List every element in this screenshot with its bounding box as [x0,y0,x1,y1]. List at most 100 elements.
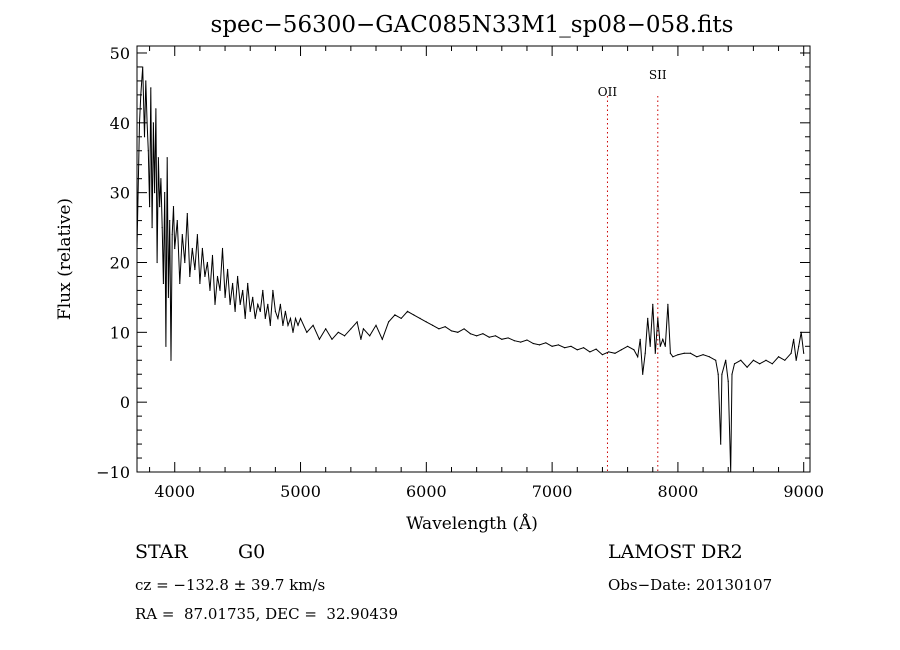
redshift-readout: cz = −132.8 ± 39.7 km/s [135,576,326,594]
spectrum-point [229,303,231,305]
spectrum-point [138,122,141,124]
y-axis-label: Flux (relative) [55,198,75,320]
spectrum-point [157,157,159,159]
spectrum-point [174,247,176,250]
spectrum-point [669,352,671,354]
spectrum-point [259,310,261,312]
y-tick-label: 10 [110,323,130,342]
spectrum-point [759,363,761,365]
spectrum-point [232,282,234,285]
spectrum-point [730,471,732,473]
spectrum-point [252,296,254,299]
spectrum-point [463,328,465,330]
spectrum-point [156,261,158,264]
spectrum-point [564,347,566,349]
spectrum-point [160,178,162,180]
spectrum-point [274,310,276,312]
spectrum-point [171,233,173,236]
spectrum-point [394,314,396,316]
spectrum-point [279,303,282,305]
spectrum-point [626,345,629,347]
spectrum-point [652,303,654,305]
spectrum-point [649,345,651,347]
spectrum-point [292,331,294,333]
spectrum-point [172,206,175,208]
spectrum-point [654,352,656,354]
spectrum-point [277,317,279,319]
chart-title: spec−56300−GAC085N33M1_sp08−058.fits [211,12,734,38]
spectrum-point [482,333,484,335]
spectrum-point [289,317,292,319]
spectrum-point [356,321,358,323]
spectrum-point [620,349,622,351]
spectrum-point [771,363,773,365]
spectrum-point [179,282,181,285]
spectrum-point [520,341,522,343]
spectrum-point [595,348,597,350]
spectrum-point [244,317,246,319]
spectrum-point [582,347,585,349]
x-tick-label: 9000 [783,482,824,501]
spectrum-point [752,359,754,361]
plot-frame [136,45,811,473]
spectrum-point [589,351,591,353]
spectrum-point [381,338,383,340]
spectrum-point [476,335,478,337]
spectrum-point [672,356,674,358]
survey-label: LAMOST DR2 [608,541,743,563]
spectrum-point [400,317,402,319]
spectrum-point [186,213,188,215]
spectrum-point [247,282,249,285]
spectrum-point [444,326,446,328]
spectrum-point [746,366,748,368]
spectrum-point [614,352,616,354]
spectrum-point [790,352,792,354]
spectrum-point [151,226,153,229]
spectrum-point [167,296,170,299]
spectrum-point [257,303,259,305]
spectrum-point [494,335,497,337]
spectrum-point [387,321,390,323]
spectrum-point [432,324,434,326]
spectrum-point [717,373,719,375]
spectrum-point [570,345,572,347]
spectrum-point [284,310,287,312]
spectrum-point [795,359,797,361]
spectrum-point [659,345,661,347]
spectrum-point [165,345,167,347]
spectrum-point [294,317,297,319]
y-tick-label: 0 [120,393,130,412]
spectrum-point [557,344,560,346]
spectrum-point [234,310,236,312]
spectrum-point [154,192,156,194]
spectrum-point [269,324,271,326]
spectrum-point [262,289,264,292]
spectrum-data-points [136,66,805,473]
spectrum-point [184,261,186,264]
spectrum-point [169,219,171,222]
spectrum-point [211,254,214,257]
spectrum-point [501,338,503,340]
spectrum-point [803,352,805,354]
spectrum-point [657,317,659,319]
y-tick-label: 40 [110,114,130,133]
spectrum-point [413,314,415,316]
spectrum-point [191,247,193,250]
spectrum-point [696,356,698,358]
x-tick-label: 7000 [532,482,573,501]
spectrum-point [161,226,163,229]
spectrum-point [282,324,284,326]
x-tick-label: 8000 [658,482,699,501]
spectrum-point [209,289,211,292]
spectral-subclass: G0 [238,541,266,563]
spectrum-point [725,359,727,361]
y-tick-label: 50 [110,44,130,63]
spectrum-point [189,275,191,278]
spectrum-point [140,94,142,96]
spectrum-point [264,317,266,319]
spectrum-point [206,261,209,264]
spectrum-point [708,356,710,358]
coordinates-readout: RA = 87.01735, DEC = 32.90439 [135,605,399,623]
spectrum-point [148,206,151,208]
